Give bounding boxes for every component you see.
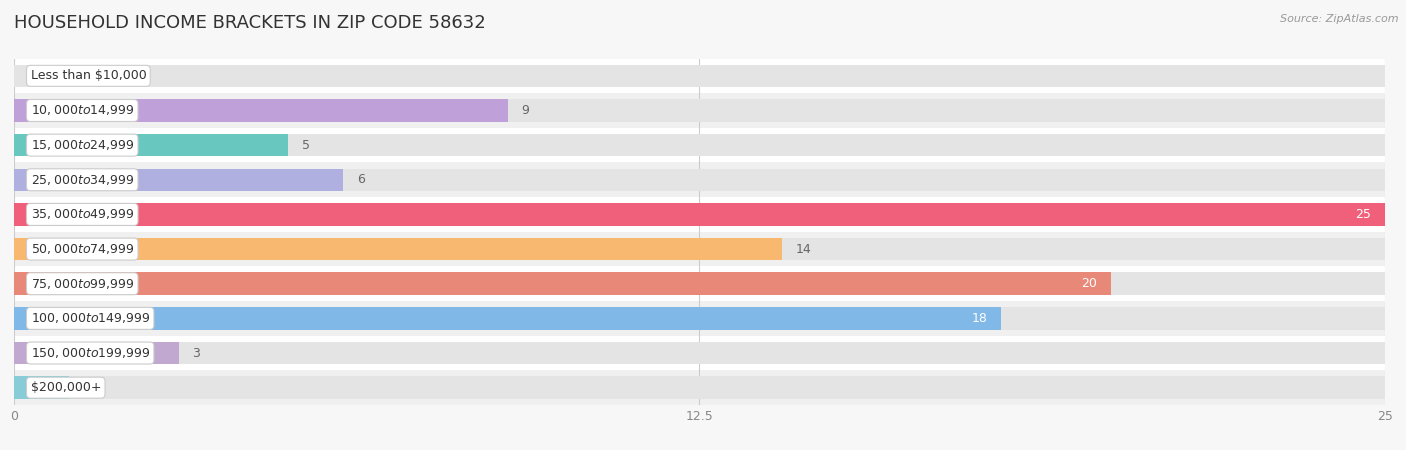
- Text: $10,000 to $14,999: $10,000 to $14,999: [31, 104, 134, 117]
- Text: 20: 20: [1081, 277, 1097, 290]
- Bar: [14, 342, 179, 365]
- Bar: [14, 134, 288, 157]
- Text: $25,000 to $34,999: $25,000 to $34,999: [31, 173, 134, 187]
- Bar: [14, 301, 1385, 336]
- Bar: [14, 336, 1385, 370]
- Text: $50,000 to $74,999: $50,000 to $74,999: [31, 242, 134, 256]
- Text: 14: 14: [796, 243, 811, 256]
- Bar: [14, 162, 1385, 197]
- Text: Less than $10,000: Less than $10,000: [31, 69, 146, 82]
- Text: 0: 0: [28, 69, 35, 82]
- Bar: [14, 134, 1385, 157]
- Bar: [14, 168, 1385, 191]
- Text: 5: 5: [302, 139, 309, 152]
- Text: 1: 1: [83, 381, 90, 394]
- Text: 18: 18: [972, 312, 987, 325]
- Bar: [14, 197, 1385, 232]
- Text: $100,000 to $149,999: $100,000 to $149,999: [31, 311, 150, 325]
- Bar: [14, 99, 508, 122]
- Bar: [14, 168, 343, 191]
- Bar: [14, 376, 1385, 399]
- Bar: [14, 203, 1385, 226]
- Text: $15,000 to $24,999: $15,000 to $24,999: [31, 138, 134, 152]
- Bar: [14, 370, 1385, 405]
- Text: 25: 25: [1355, 208, 1371, 221]
- Bar: [14, 203, 1385, 226]
- Text: HOUSEHOLD INCOME BRACKETS IN ZIP CODE 58632: HOUSEHOLD INCOME BRACKETS IN ZIP CODE 58…: [14, 14, 486, 32]
- Bar: [14, 99, 1385, 122]
- Bar: [14, 58, 1385, 93]
- Bar: [14, 272, 1385, 295]
- Bar: [14, 128, 1385, 162]
- Text: 9: 9: [522, 104, 529, 117]
- Bar: [14, 307, 1385, 330]
- Bar: [14, 272, 1111, 295]
- Bar: [14, 342, 1385, 365]
- Bar: [14, 238, 782, 261]
- Bar: [14, 266, 1385, 301]
- Text: $35,000 to $49,999: $35,000 to $49,999: [31, 207, 134, 221]
- Text: Source: ZipAtlas.com: Source: ZipAtlas.com: [1281, 14, 1399, 23]
- Bar: [14, 307, 1001, 330]
- Bar: [14, 64, 1385, 87]
- Bar: [14, 93, 1385, 128]
- Bar: [14, 376, 69, 399]
- Bar: [14, 238, 1385, 261]
- Text: 6: 6: [357, 173, 364, 186]
- Bar: [14, 232, 1385, 266]
- Text: $75,000 to $99,999: $75,000 to $99,999: [31, 277, 134, 291]
- Text: $150,000 to $199,999: $150,000 to $199,999: [31, 346, 150, 360]
- Text: $200,000+: $200,000+: [31, 381, 101, 394]
- Text: 3: 3: [193, 346, 200, 360]
